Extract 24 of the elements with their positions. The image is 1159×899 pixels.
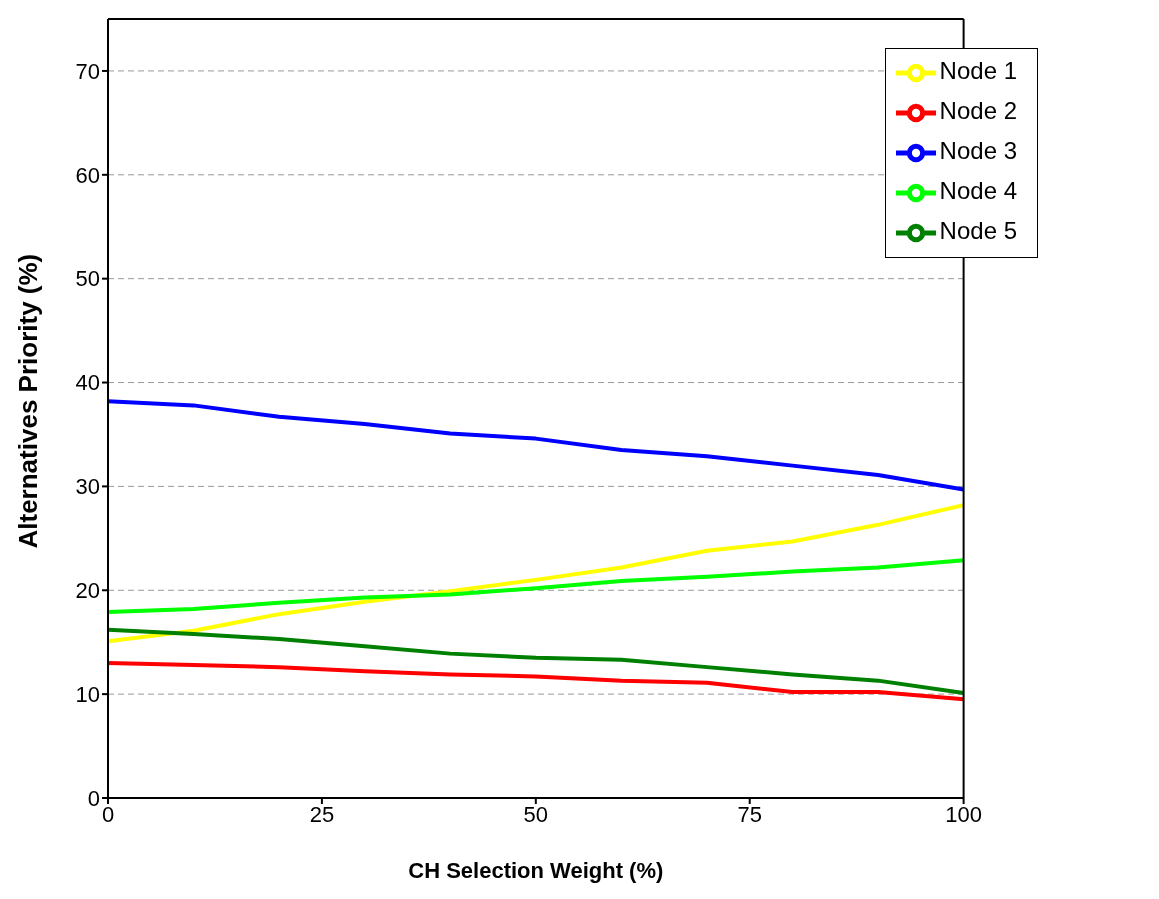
y-tick-label: 10 xyxy=(75,681,100,707)
y-tick-label: 0 xyxy=(87,785,100,811)
x-tick-label: 50 xyxy=(523,801,549,827)
x-tick-label: 100 xyxy=(945,801,982,827)
y-tick-label: 60 xyxy=(75,162,100,188)
line-series xyxy=(108,627,964,696)
x-tick-label: 75 xyxy=(737,801,762,827)
y-tick-label: 30 xyxy=(75,474,100,500)
line-series xyxy=(108,558,964,615)
y-axis-title: Alternatives Priority (%) xyxy=(13,253,44,549)
line-series xyxy=(108,503,964,644)
y-tick-label: 20 xyxy=(75,578,100,604)
legend-label: Node 1 xyxy=(939,57,1017,85)
legend-label: Node 2 xyxy=(939,97,1017,125)
x-axis-title: CH Selection Weight (%) xyxy=(408,858,664,883)
x-tick-label: 25 xyxy=(309,801,335,827)
y-tick-label: 70 xyxy=(75,58,100,84)
legend-label: Node 4 xyxy=(939,177,1017,205)
line-series xyxy=(108,660,964,702)
legend-label: Node 5 xyxy=(939,217,1017,245)
line-series xyxy=(108,399,964,492)
legend-label: Node 3 xyxy=(939,137,1017,165)
y-tick-label: 40 xyxy=(75,370,100,396)
y-tick-label: 50 xyxy=(75,266,100,292)
